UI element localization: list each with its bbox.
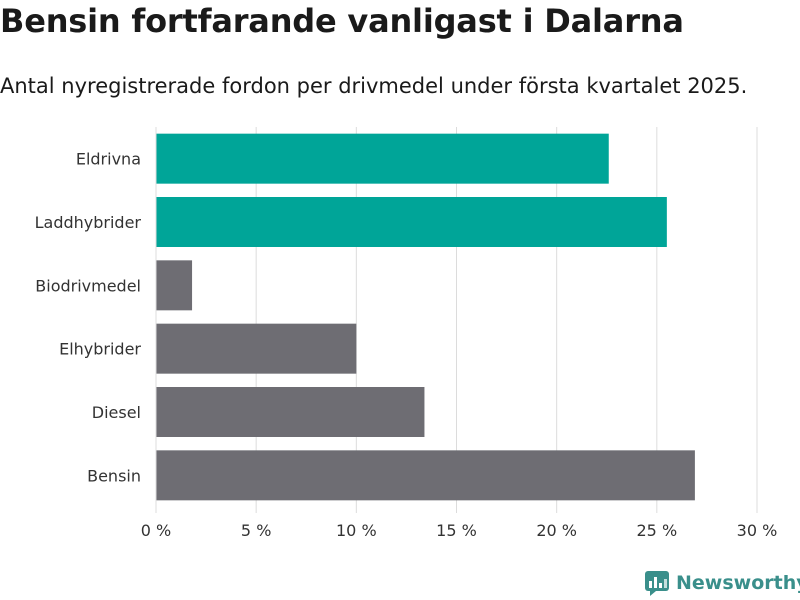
bar-bensin: [156, 450, 695, 501]
bar-elhybrider: [156, 323, 357, 374]
bar-eldrivna: [156, 133, 609, 184]
x-axis-tick-labels: 0 % 5 % 10 % 15 % 20 % 25 % 30 %: [141, 521, 778, 540]
category-label: Elhybrider: [59, 340, 141, 359]
gridlines: [255, 127, 758, 513]
x-tick-label: 0 %: [141, 521, 171, 540]
category-label: Biodrivmedel: [35, 276, 141, 295]
x-tick-label: 5 %: [241, 521, 271, 540]
bars: [156, 133, 695, 501]
x-tick-label: 30 %: [737, 521, 778, 540]
category-label: Bensin: [87, 466, 141, 485]
brand-logo: Newsworthy: [644, 570, 800, 596]
bar-laddhybrider: [156, 197, 667, 247]
chart-title: Bensin fortfarande vanligast i Dalarna: [0, 2, 684, 40]
category-label: Laddhybrider: [35, 213, 142, 232]
bar-diesel: [156, 387, 425, 437]
category-label: Eldrivna: [76, 150, 141, 169]
brand-name: Newsworthy: [676, 572, 800, 594]
x-tick-label: 20 %: [536, 521, 577, 540]
category-labels: Eldrivna Laddhybrider Biodrivmedel Elhybrid…: [35, 150, 142, 486]
newsworthy-logo-icon: [645, 571, 669, 596]
x-tick-label: 25 %: [637, 521, 678, 540]
x-tick-label: 10 %: [336, 521, 377, 540]
x-tick-label: 15 %: [436, 521, 477, 540]
bar-biodrivmedel: [156, 260, 193, 311]
chart-subtitle: Antal nyregistrerade fordon per drivmede…: [0, 74, 748, 98]
category-label: Diesel: [92, 403, 141, 422]
